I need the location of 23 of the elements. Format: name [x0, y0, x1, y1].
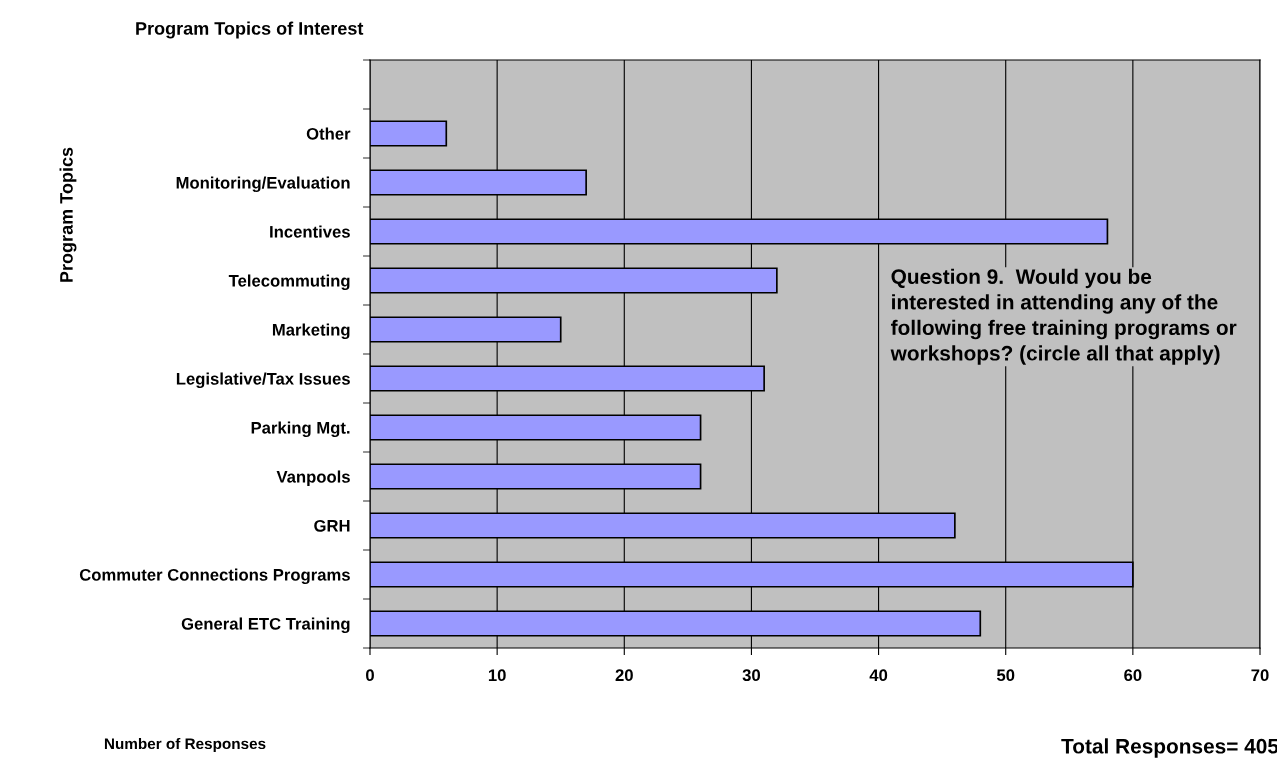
- y-axis-title: Program Topics: [59, 147, 77, 282]
- y-tick-label: Marketing: [272, 323, 350, 340]
- x-tick-label: 40: [869, 669, 888, 682]
- chart-title: Program Topics of Interest: [136, 21, 364, 39]
- y-tick-label: Parking Mgt.: [251, 421, 350, 438]
- y-tick-label: General ETC Training: [181, 617, 350, 634]
- annotation: Question 9. Would you be interested in attending any of the following free training programs or workshops? (circle all that apply): [890, 268, 1237, 365]
- x-tick-label: 20: [615, 669, 633, 682]
- x-tick-label: 30: [742, 669, 761, 682]
- y-tick-label: Incentives: [270, 225, 350, 238]
- y-tick-label: Telecommuting: [228, 274, 350, 291]
- y-tick-label: Vanpools: [276, 470, 350, 486]
- x-tick-label: 60: [1124, 669, 1142, 682]
- y-tick-label: Commuter Connections Programs: [79, 568, 350, 585]
- x-tick-label: 10: [488, 669, 506, 682]
- y-tick-label: Legislative/Tax Issues: [176, 372, 350, 389]
- x-axis-title: Number of Responses: [104, 737, 266, 753]
- y-tick-label: Monitoring/Evaluation: [176, 176, 350, 193]
- x-tick-label: 70: [1251, 669, 1269, 682]
- y-tick-label: Other: [306, 127, 351, 140]
- x-tick-label: 50: [996, 669, 1015, 682]
- y-tick-label: GRH: [314, 519, 350, 532]
- x-tick-label: 0: [366, 669, 374, 682]
